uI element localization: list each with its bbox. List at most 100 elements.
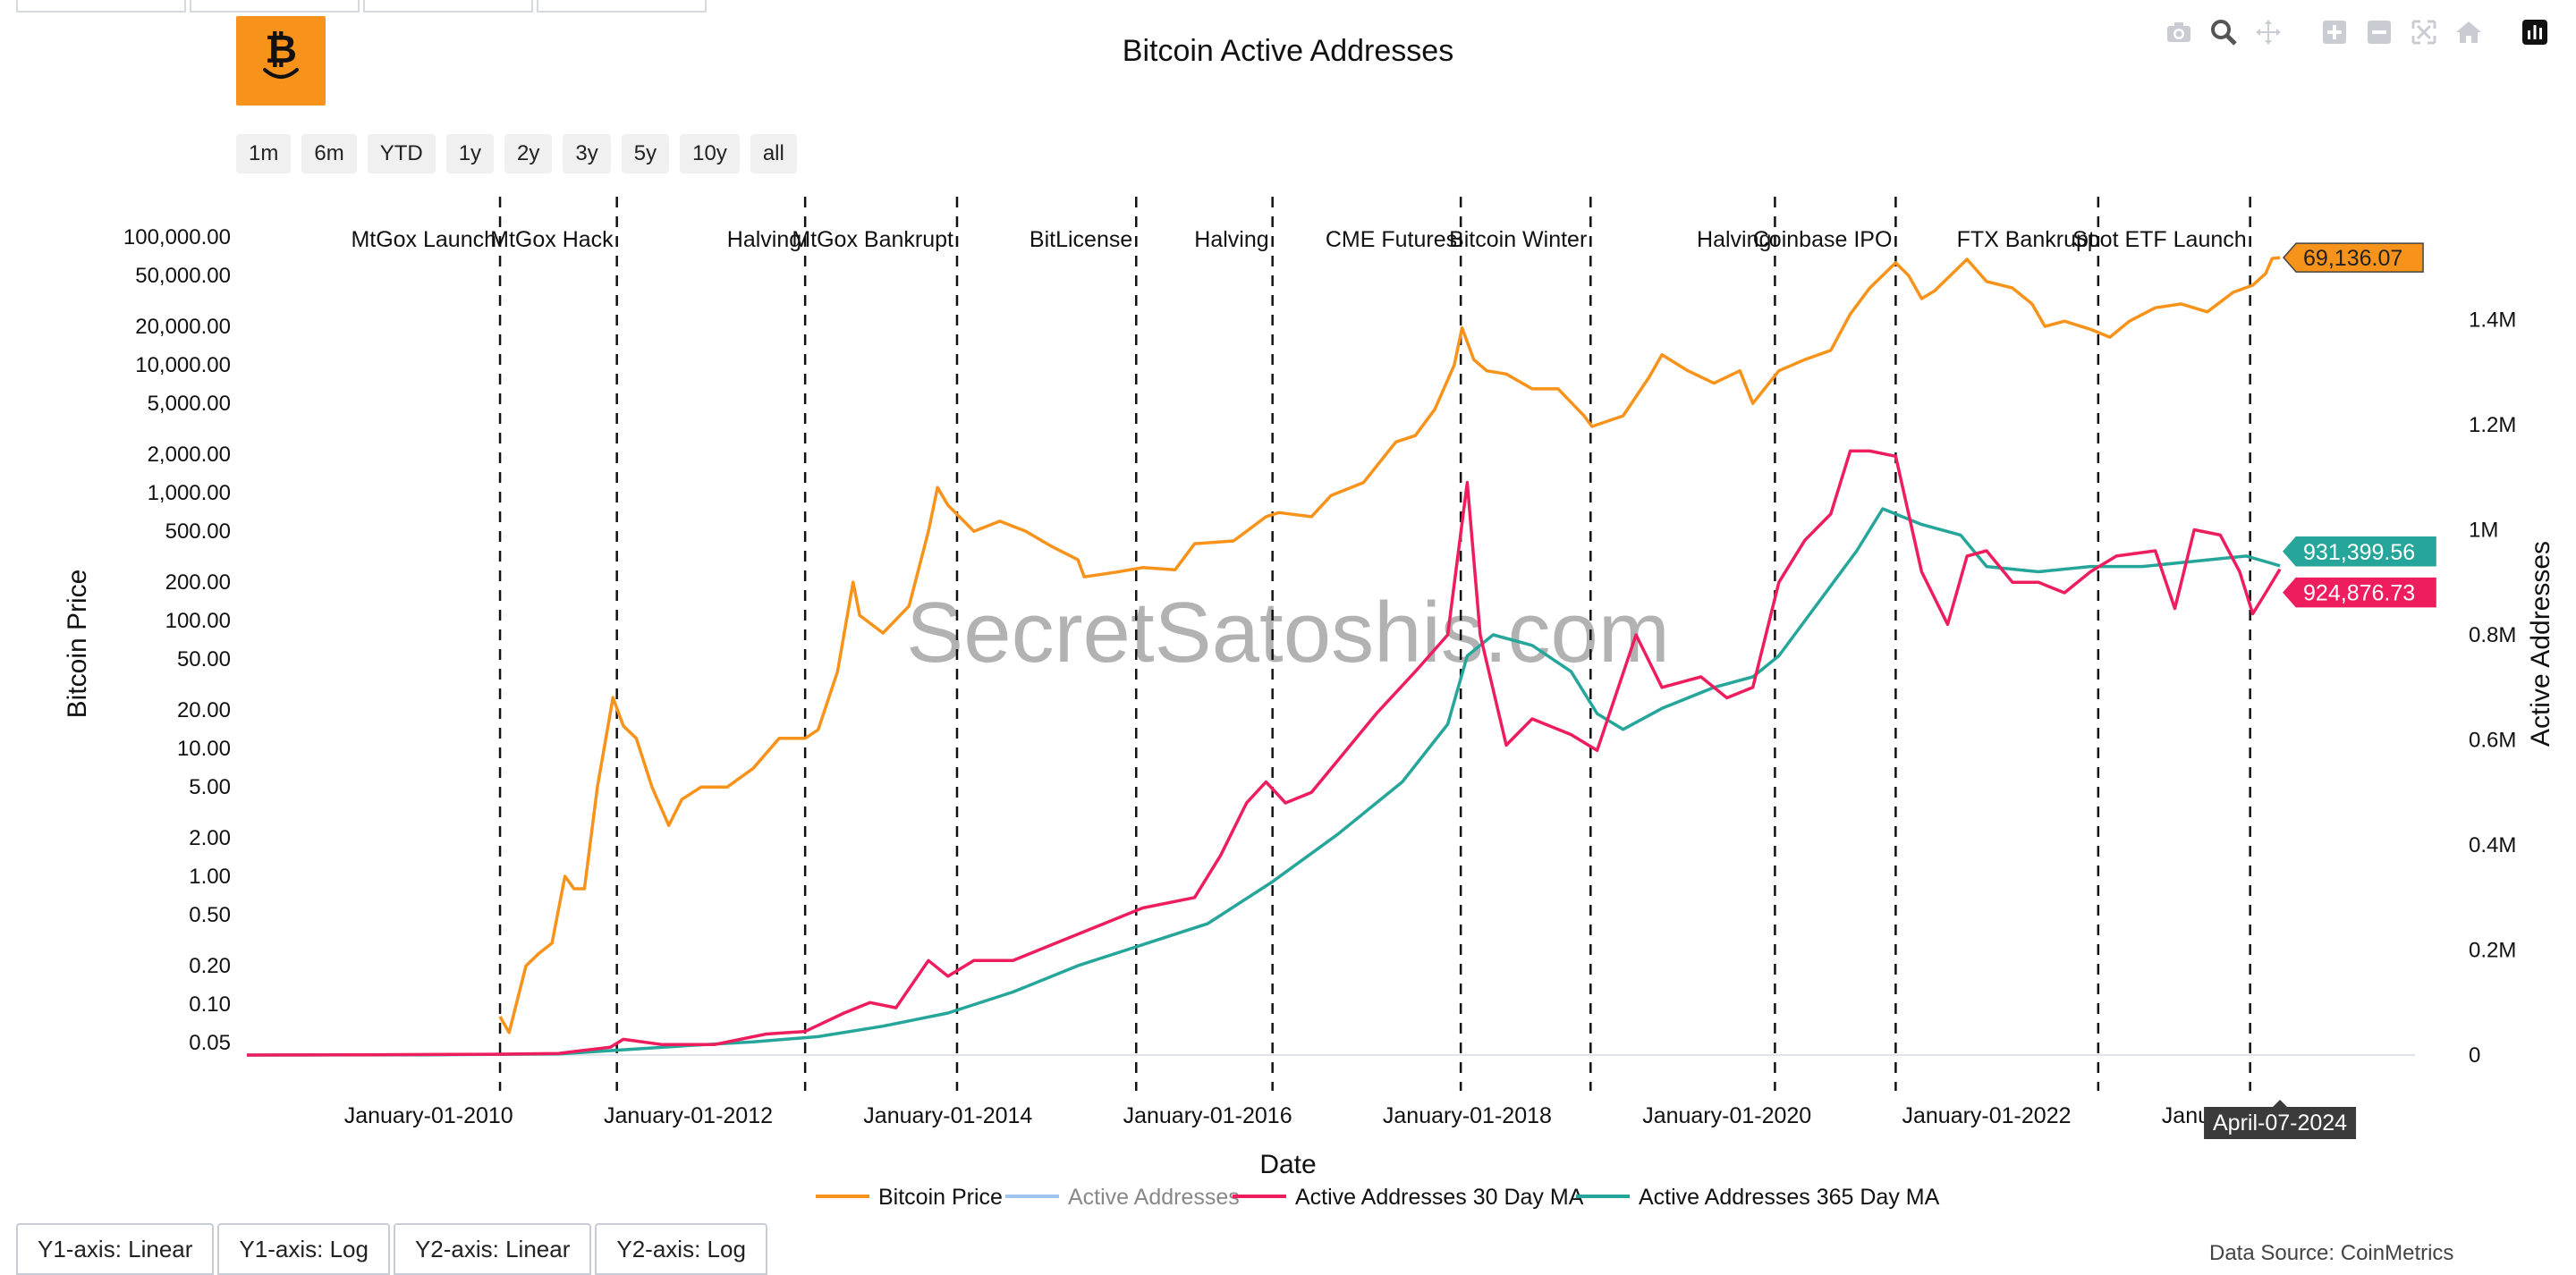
y2-tick-label: 1.4M — [2469, 308, 2516, 333]
x-axis-title: Date — [1259, 1150, 1316, 1179]
y1-tick-label: 50.00 — [177, 647, 231, 671]
plotly-logo-icon[interactable] — [2519, 16, 2551, 48]
event-label: Halving — [1697, 227, 1771, 252]
event-label: MtGox Hack — [490, 227, 614, 252]
legend-item: Bitcoin Price — [878, 1185, 1003, 1210]
camera-icon[interactable] — [2163, 16, 2195, 48]
range-button-2y[interactable]: 2y — [504, 134, 553, 173]
range-button-3y[interactable]: 3y — [563, 134, 611, 173]
active-addresses-30d-ma-line — [246, 449, 2282, 1057]
y1-tick-label: 20.00 — [177, 698, 231, 722]
active-addresses-365d-ma-line — [246, 507, 2281, 1057]
y1-tick-label: 10,000.00 — [135, 353, 231, 377]
range-button-5y[interactable]: 5y — [621, 134, 670, 173]
end-value-label-box — [2283, 577, 2436, 608]
end-value-label: 924,876.73 — [2303, 581, 2415, 606]
range-button-1m[interactable]: 1m — [236, 134, 292, 173]
top-tab[interactable] — [363, 0, 533, 13]
event-label: MtGox Launch — [351, 227, 496, 252]
y1-tick-label: 20,000.00 — [135, 315, 231, 339]
x-tick-label: January-01-2014 — [863, 1103, 1032, 1128]
y2-linear-button[interactable]: Y2-axis: Linear — [393, 1223, 592, 1275]
range-button-10y[interactable]: 10y — [680, 134, 740, 173]
top-tab[interactable] — [16, 0, 186, 13]
range-button-all[interactable]: all — [750, 134, 797, 173]
legend-item: Active Addresses 365 Day MA — [1639, 1185, 1940, 1210]
y1-tick-label: 5.00 — [189, 775, 231, 799]
y1-tick-label: 200.00 — [165, 570, 231, 595]
hover-date-label: April-07-2024 — [2213, 1110, 2347, 1136]
x-tick-label: January-01-2010 — [344, 1103, 513, 1128]
event-label: CME Futures — [1326, 227, 1457, 252]
y1-tick-label: 10.00 — [177, 737, 231, 761]
zoom-icon[interactable] — [2207, 16, 2240, 48]
event-label: MtGox Bankrupt — [792, 227, 953, 252]
top-tab-strip — [16, 0, 710, 13]
y1-tick-label: 2,000.00 — [148, 443, 231, 467]
event-label: Halving — [1194, 227, 1268, 252]
hover-date-label-box — [2204, 1100, 2357, 1139]
legend-item: Active Addresses 30 Day MA — [1295, 1185, 1584, 1210]
end-value-label: 931,399.56 — [2303, 540, 2415, 565]
bitcoin-logo: ₿ — [236, 16, 326, 106]
event-label: BitLicense — [1030, 227, 1132, 252]
y1-tick-label: 0.50 — [189, 903, 231, 927]
y2-tick-label: 1.2M — [2469, 413, 2516, 437]
range-button-1y[interactable]: 1y — [445, 134, 495, 173]
bitcoin-price-line — [498, 256, 2281, 1034]
chart-title: Bitcoin Active Addresses — [1123, 34, 1453, 68]
range-button-ytd[interactable]: YTD — [367, 134, 436, 173]
y1-tick-label: 1.00 — [189, 865, 231, 889]
top-tab[interactable] — [537, 0, 707, 13]
autoscale-icon[interactable] — [2408, 16, 2440, 48]
modebar — [2163, 16, 2551, 48]
event-label: Bitcoin Winter — [1449, 227, 1587, 252]
range-button-6m[interactable]: 6m — [301, 134, 357, 173]
y1-tick-label: 50,000.00 — [135, 264, 231, 288]
axis-toggle-group: Y1-axis: Linear Y1-axis: Log Y2-axis: Li… — [16, 1223, 771, 1275]
range-selector: 1m 6m YTD 1y 2y 3y 5y 10y all — [236, 134, 797, 173]
y2-log-button[interactable]: Y2-axis: Log — [595, 1223, 767, 1275]
y1-tick-label: 100,000.00 — [123, 225, 231, 249]
y2-axis-title: Active Addresses — [2526, 541, 2555, 747]
event-label: FTX Bankrupt — [1957, 227, 2095, 252]
y2-tick-label: 1M — [2469, 519, 2498, 543]
y1-tick-label: 100.00 — [165, 609, 231, 633]
x-tick-label: January-01-2020 — [1642, 1103, 1811, 1128]
event-label: Halving — [727, 227, 801, 252]
end-value-label-box — [2283, 242, 2424, 273]
y1-tick-label: 5,000.00 — [148, 392, 231, 416]
event-label: Spot ETF Launch — [2072, 227, 2247, 252]
reset-axes-icon[interactable] — [2453, 16, 2485, 48]
y1-tick-label: 500.00 — [165, 519, 231, 544]
y1-log-button[interactable]: Y1-axis: Log — [217, 1223, 390, 1275]
zoom-in-icon[interactable] — [2318, 16, 2351, 48]
y1-tick-label: 0.10 — [189, 992, 231, 1017]
data-source-note: Data Source: CoinMetrics — [2209, 1241, 2454, 1265]
pan-icon[interactable] — [2252, 16, 2284, 48]
y2-tick-label: 0.6M — [2469, 729, 2516, 753]
x-tick-label: January-01-2012 — [604, 1103, 773, 1128]
svg-text:₿: ₿ — [265, 27, 297, 72]
zoom-out-icon[interactable] — [2363, 16, 2395, 48]
event-label: Coinbase IPO — [1753, 227, 1893, 252]
y2-tick-label: 0.8M — [2469, 623, 2516, 647]
y1-tick-label: 1,000.00 — [148, 481, 231, 505]
y1-tick-label: 2.00 — [189, 826, 231, 850]
y1-linear-button[interactable]: Y1-axis: Linear — [16, 1223, 215, 1275]
y2-tick-label: 0.2M — [2469, 939, 2516, 963]
y1-tick-label: 0.20 — [189, 954, 231, 978]
x-tick-label: January-01-2018 — [1383, 1103, 1552, 1128]
bitcoin-smile-icon: ₿ — [263, 27, 299, 79]
y2-tick-label: 0.4M — [2469, 833, 2516, 857]
end-value-label-box — [2283, 536, 2436, 567]
x-tick-label: January-01-2016 — [1123, 1103, 1292, 1128]
y1-axis-title: Bitcoin Price — [63, 570, 92, 719]
y1-tick-label: 0.05 — [189, 1031, 231, 1055]
watermark: SecretSatoshis.com — [906, 585, 1670, 680]
y2-tick-label: 0 — [2469, 1043, 2480, 1068]
top-tab[interactable] — [190, 0, 360, 13]
x-tick-label: January-01-2022 — [1902, 1103, 2071, 1128]
end-value-label: 69,136.07 — [2303, 246, 2402, 271]
